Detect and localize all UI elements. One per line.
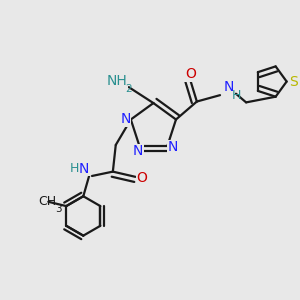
Text: N: N [224,80,234,94]
Text: O: O [185,67,196,81]
Text: S: S [290,74,298,88]
Text: NH: NH [106,74,127,88]
Text: CH: CH [38,195,56,208]
Text: 3: 3 [55,204,62,214]
Text: 2: 2 [125,85,132,94]
Text: H: H [70,162,79,175]
Text: N: N [167,140,178,154]
Text: N: N [79,162,89,176]
Text: N: N [120,112,131,127]
Text: O: O [136,171,147,185]
Text: H: H [232,89,242,102]
Text: N: N [133,144,143,158]
